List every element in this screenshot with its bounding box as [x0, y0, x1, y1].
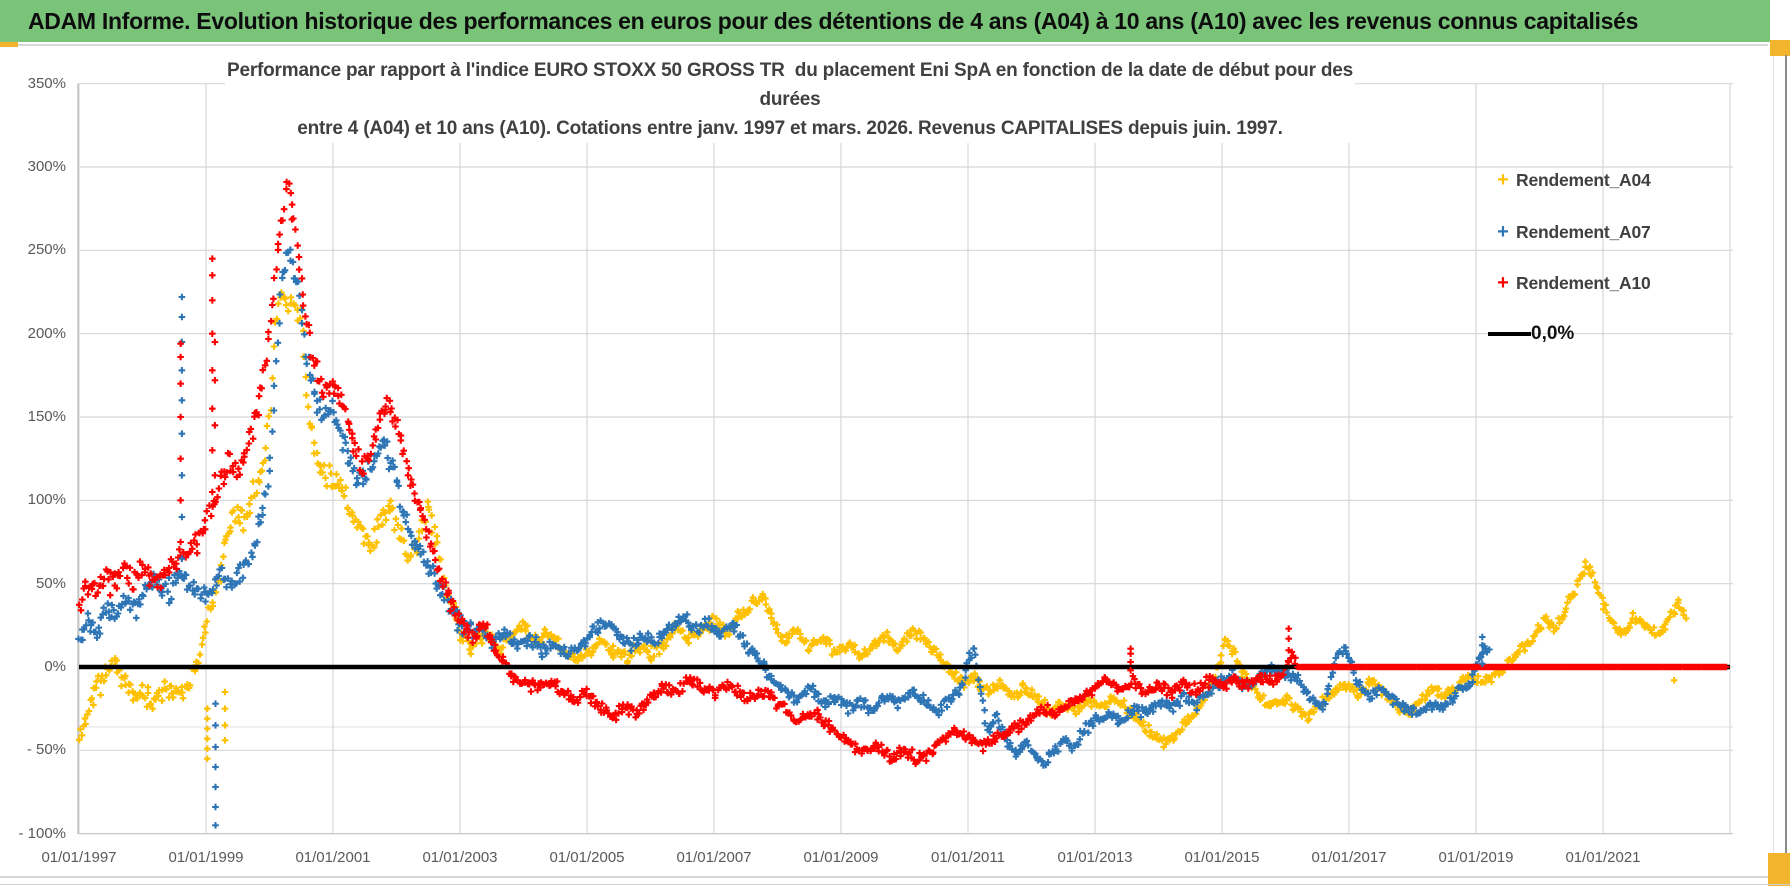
- legend-item-rendement_a04: + Rendement_A04: [1490, 168, 1651, 192]
- x-tick-label: 01/01/2005: [549, 849, 625, 866]
- gold-accent-left: [0, 42, 18, 47]
- y-tick-label: 250%: [27, 241, 66, 259]
- x-tick-label: 01/01/2009: [803, 849, 879, 866]
- chart-title: Performance par rapport à l'indice EURO …: [225, 56, 1355, 143]
- x-tick-label: 01/01/2019: [1438, 849, 1514, 866]
- y-tick-label: 200%: [27, 324, 66, 342]
- y-tick-label: 0%: [44, 658, 66, 675]
- window-border-right: [1785, 55, 1787, 886]
- divider-line-bottom: [0, 876, 1768, 878]
- x-tick-label: 01/01/2011: [931, 849, 1005, 866]
- y-tick-label: - 50%: [26, 741, 66, 759]
- outlier-spike: [1479, 633, 1486, 667]
- x-tick-label: 01/01/2003: [422, 849, 498, 866]
- legend-item-rendement_a10: + Rendement_A10: [1490, 271, 1651, 295]
- outlier-spike: [178, 293, 186, 562]
- plus-marker-icon: +: [1497, 221, 1509, 243]
- y-tick-label: 150%: [27, 408, 66, 425]
- outlier-spike: [221, 688, 229, 744]
- divider-line: [0, 44, 1768, 46]
- x-tick-label: 01/01/2021: [1565, 849, 1641, 866]
- legend-item-zero-line: 0,0%: [1488, 322, 1574, 346]
- outlier-spike: [204, 705, 211, 762]
- outlier-spike: [1670, 677, 1678, 684]
- legend-label-zero: 0,0%: [1531, 323, 1575, 344]
- outlier-spike: [1127, 645, 1134, 674]
- x-tick-label: 01/01/2017: [1311, 849, 1387, 866]
- chart-title-line1: Performance par rapport à l'indice EURO …: [226, 60, 1353, 110]
- series-Rendement_A10: [75, 178, 1299, 768]
- series-Rendement_A07: [75, 246, 1493, 769]
- gold-corner-bottom-right: [1768, 853, 1790, 886]
- x-tick-label: 01/01/2007: [676, 849, 752, 866]
- x-tick-label: 01/01/2013: [1057, 849, 1133, 866]
- report-header: ADAM Informe. Evolution historique des p…: [0, 0, 1770, 42]
- x-tick-label: 01/01/1997: [41, 849, 117, 866]
- x-tick-label: 01/01/2015: [1184, 849, 1260, 866]
- chart-title-line2: entre 4 (A04) et 10 ans (A10). Cotations…: [297, 118, 1283, 139]
- series-flat-zero-markers: [1294, 663, 1730, 671]
- outlier-spike: [212, 700, 219, 829]
- outlier-spike: [211, 338, 219, 479]
- plus-marker-icon: +: [1497, 169, 1509, 191]
- outlier-spike: [177, 340, 184, 546]
- plus-marker-icon: +: [1497, 272, 1509, 294]
- zero-line-marker: [1488, 332, 1531, 336]
- legend-item-rendement_a07: + Rendement_A07: [1490, 220, 1651, 244]
- outlier-spike: [209, 255, 216, 496]
- divider-line-bottom-edge: [0, 884, 1790, 885]
- y-tick-label: - 100%: [18, 824, 66, 842]
- series-Rendement_A04: [75, 289, 1690, 751]
- x-tick-label: 01/01/2001: [295, 849, 371, 866]
- x-tick-label: 01/01/1999: [168, 849, 244, 866]
- legend-label: Rendement_A04: [1516, 169, 1651, 190]
- y-tick-label: 350%: [27, 74, 66, 92]
- chart-border-right-faint: [1773, 56, 1774, 853]
- report-title: ADAM Informe. Evolution historique des p…: [28, 7, 1639, 34]
- legend-label: Rendement_A10: [1516, 272, 1651, 293]
- y-tick-label: 50%: [35, 574, 66, 592]
- legend-label: Rendement_A07: [1516, 221, 1651, 242]
- gold-corner-top-right: [1770, 40, 1790, 56]
- y-tick-label: 300%: [27, 158, 66, 175]
- outlier-spike: [1285, 625, 1292, 666]
- y-tick-label: 100%: [27, 491, 66, 509]
